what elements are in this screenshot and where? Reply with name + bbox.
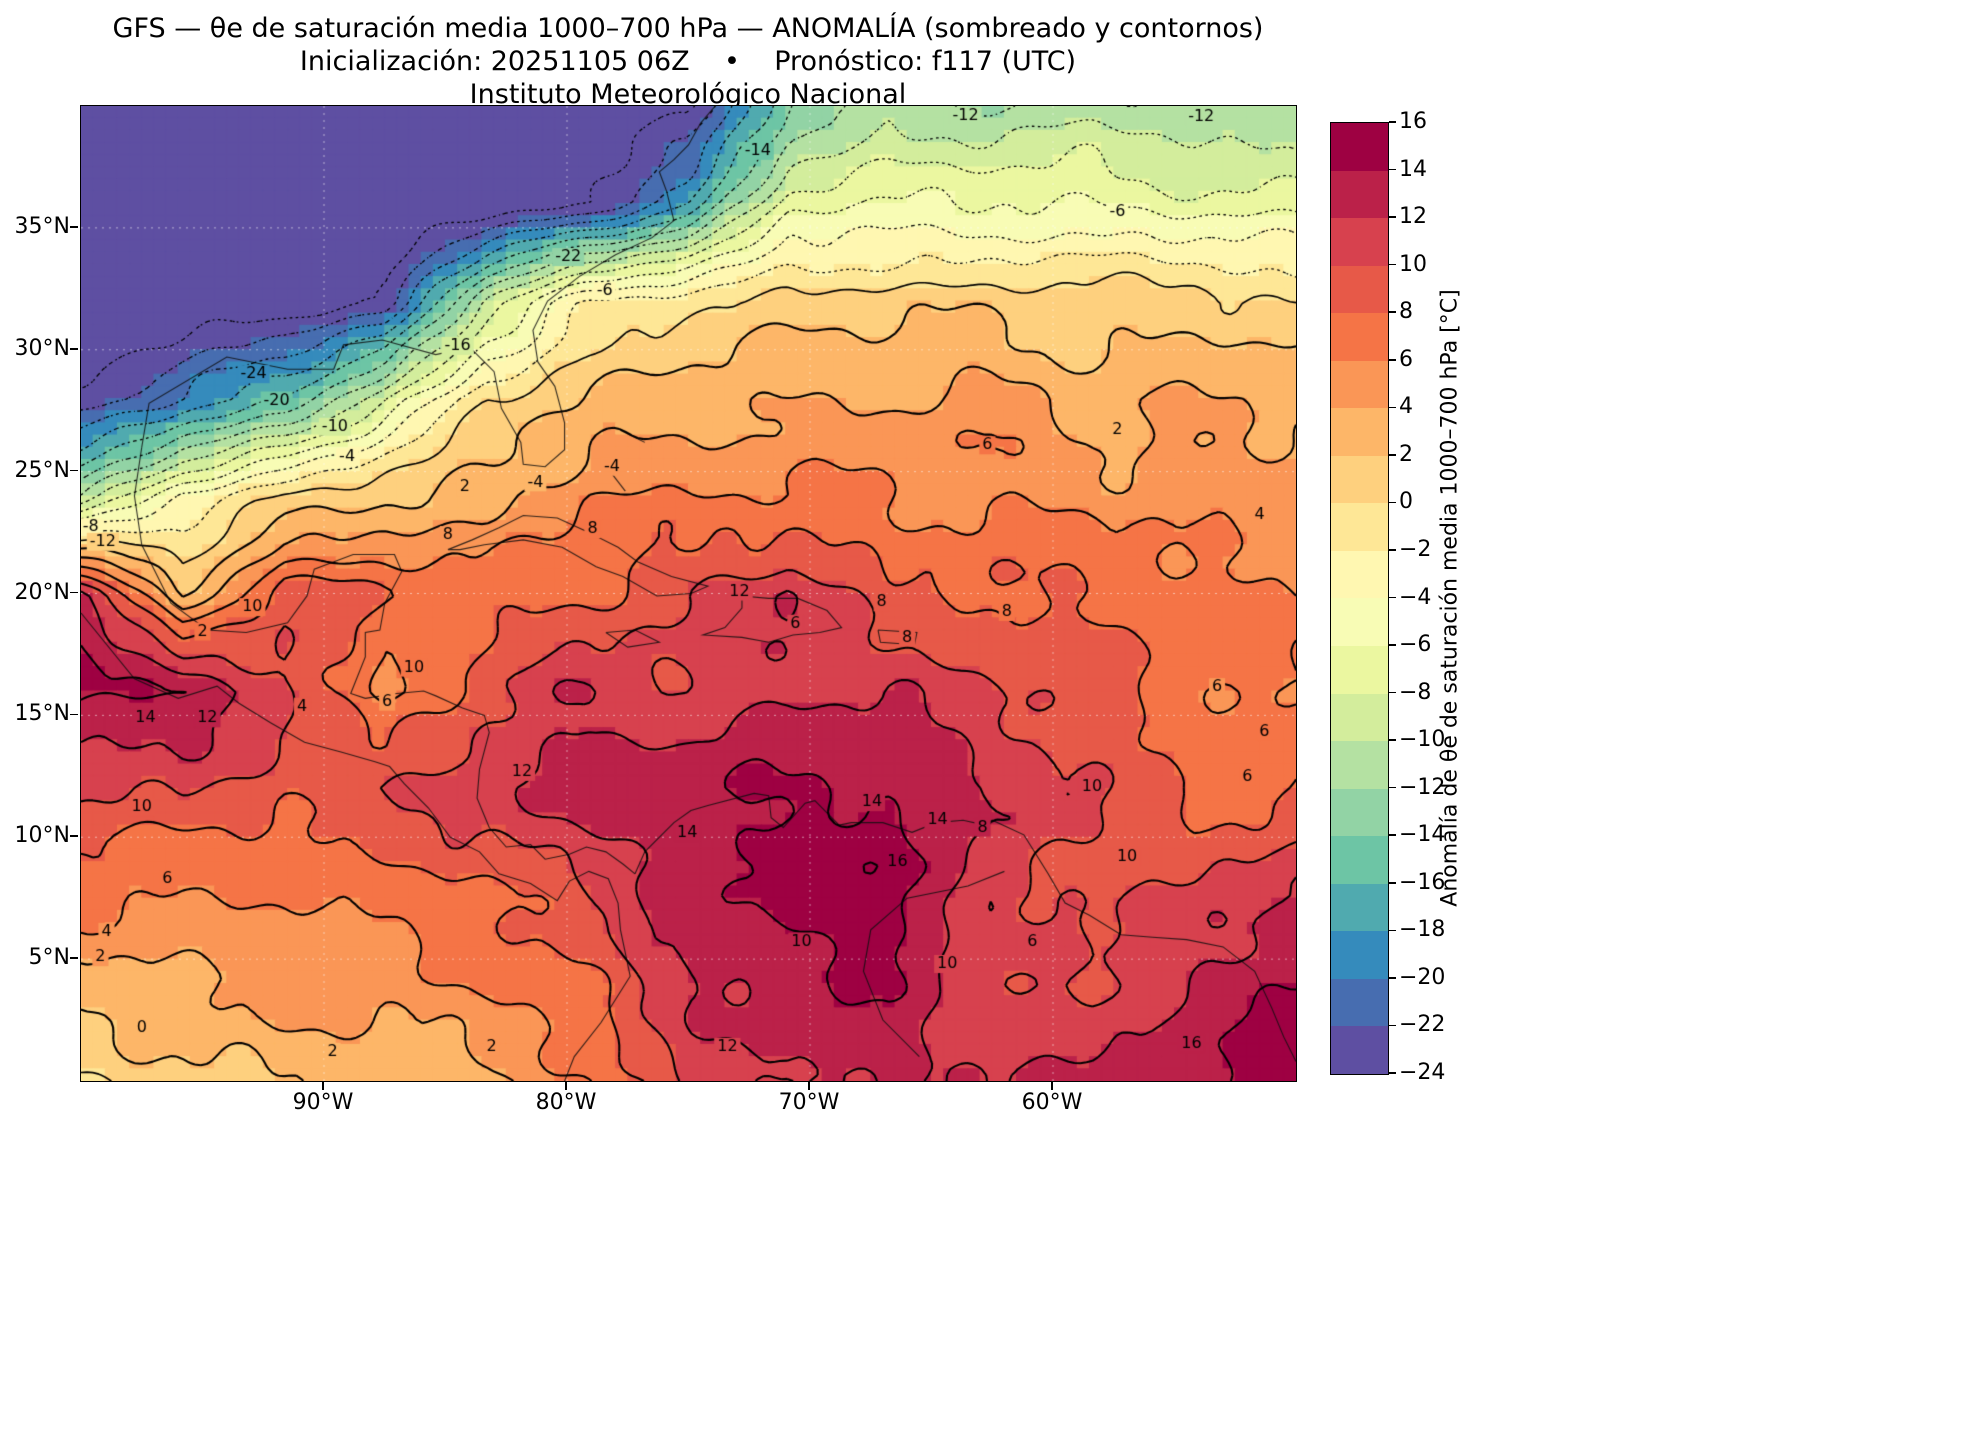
colorbar <box>1330 122 1389 1075</box>
colorbar-tick-label: −8 <box>1399 679 1432 705</box>
colorbar-tick-mark <box>1389 644 1396 646</box>
colorbar-tick-label: 4 <box>1399 394 1413 420</box>
colorbar-segment <box>1331 550 1388 599</box>
colorbar-tick-mark <box>1389 168 1396 171</box>
lat-tick-label: 20°N <box>14 579 70 605</box>
colorbar-tick-mark <box>1389 596 1396 599</box>
colorbar-tick-label: −14 <box>1399 822 1446 848</box>
colorbar-segment <box>1331 503 1388 551</box>
colorbar-tick-mark <box>1389 691 1396 694</box>
colorbar-segment <box>1331 218 1388 266</box>
colorbar-segment <box>1331 788 1388 837</box>
colorbar-tick-label: 2 <box>1399 441 1413 467</box>
lon-tick-label: 90°W <box>292 1090 354 1115</box>
colorbar-tick-label: −24 <box>1399 1060 1446 1085</box>
colorbar-tick-mark <box>1389 501 1396 504</box>
colorbar-tick-mark <box>1389 786 1396 789</box>
chart-titles: GFS — θe de saturación media 1000–700 hP… <box>80 12 1296 111</box>
colorbar-tick-label: 12 <box>1399 204 1427 230</box>
colorbar-tick-mark <box>1389 1072 1396 1074</box>
colorbar-tick-mark <box>1389 216 1396 218</box>
lon-tick-mark <box>1051 1082 1053 1090</box>
lat-tick-mark <box>70 835 78 838</box>
colorbar-segment <box>1331 265 1388 314</box>
lat-tick-label: 15°N <box>14 701 70 727</box>
colorbar-segment <box>1331 931 1388 979</box>
colorbar-segment <box>1331 883 1388 932</box>
lon-tick-mark <box>565 1082 567 1090</box>
colorbar-tick-label: −20 <box>1399 964 1446 990</box>
colorbar-tick-mark <box>1389 406 1396 409</box>
colorbar-tick-mark <box>1389 549 1396 551</box>
colorbar-tick-label: −2 <box>1399 536 1432 562</box>
colorbar-tick-label: 10 <box>1399 251 1427 277</box>
lat-tick-label: 5°N <box>28 945 70 971</box>
colorbar-tick-mark <box>1389 977 1396 979</box>
lat-tick-label: 10°N <box>14 823 70 849</box>
colorbar-tick-mark <box>1389 311 1396 313</box>
lat-tick-mark <box>70 347 78 350</box>
colorbar-tick-mark <box>1389 454 1396 456</box>
lat-tick-label: 25°N <box>14 457 70 483</box>
colorbar-tick-mark <box>1389 121 1396 123</box>
colorbar-tick-mark <box>1389 263 1396 266</box>
map-canvas <box>81 106 1296 1081</box>
colorbar-segment <box>1331 170 1388 219</box>
chart-subtitle: Inicialización: 20251105 06Z • Pronóstic… <box>299 46 1077 77</box>
colorbar-tick-mark <box>1389 739 1396 741</box>
lon-tick-label: 70°W <box>778 1090 840 1115</box>
colorbar-tick-label: −18 <box>1399 917 1446 943</box>
colorbar-tick-label: 6 <box>1399 346 1413 372</box>
colorbar-gradient <box>1331 123 1388 1074</box>
lat-tick-mark <box>70 713 78 716</box>
lon-tick-mark <box>808 1082 810 1090</box>
colorbar-tick-label: −12 <box>1399 774 1446 800</box>
colorbar-tick-mark <box>1389 358 1396 361</box>
lon-tick-label: 60°W <box>1021 1090 1083 1115</box>
colorbar-segment <box>1331 1026 1388 1074</box>
colorbar-tick-label: −10 <box>1399 727 1446 753</box>
lon-tick-mark <box>322 1082 324 1090</box>
colorbar-segment <box>1331 978 1388 1027</box>
colorbar-segment <box>1331 646 1388 694</box>
lat-tick-mark <box>70 469 78 472</box>
colorbar-segment <box>1331 598 1388 647</box>
colorbar-tick-mark <box>1389 929 1396 932</box>
colorbar-tick-label: 8 <box>1399 299 1413 325</box>
colorbar-tick-label: −6 <box>1399 632 1432 658</box>
colorbar-tick-label: 0 <box>1399 489 1413 515</box>
colorbar-segment <box>1331 693 1388 742</box>
colorbar-segment <box>1331 313 1388 361</box>
lat-tick-mark <box>70 957 78 959</box>
colorbar-tick-label: 16 <box>1399 109 1427 134</box>
colorbar-segment <box>1331 455 1388 504</box>
colorbar-tick-label: 14 <box>1399 156 1427 182</box>
colorbar-segment <box>1331 836 1388 884</box>
colorbar-tick-mark <box>1389 882 1396 884</box>
colorbar-tick-label: −16 <box>1399 869 1446 895</box>
chart-title: GFS — θe de saturación media 1000–700 hP… <box>112 13 1264 44</box>
chart-institution: Instituto Meteorológico Nacional <box>469 79 907 110</box>
colorbar-segment <box>1331 123 1388 171</box>
lat-tick-mark <box>70 226 78 228</box>
colorbar-segment <box>1331 741 1388 789</box>
map-plot <box>80 105 1297 1082</box>
colorbar-tick-label: −4 <box>1399 584 1432 610</box>
lat-tick-label: 30°N <box>14 335 70 361</box>
lon-tick-label: 80°W <box>535 1090 597 1115</box>
colorbar-segment <box>1331 408 1388 456</box>
colorbar-tick-mark <box>1389 834 1396 837</box>
colorbar-segment <box>1331 360 1388 409</box>
colorbar-tick-mark <box>1389 1024 1396 1027</box>
colorbar-tick-label: −22 <box>1399 1012 1446 1038</box>
lat-tick-label: 35°N <box>14 213 70 239</box>
lat-tick-mark <box>70 591 78 594</box>
